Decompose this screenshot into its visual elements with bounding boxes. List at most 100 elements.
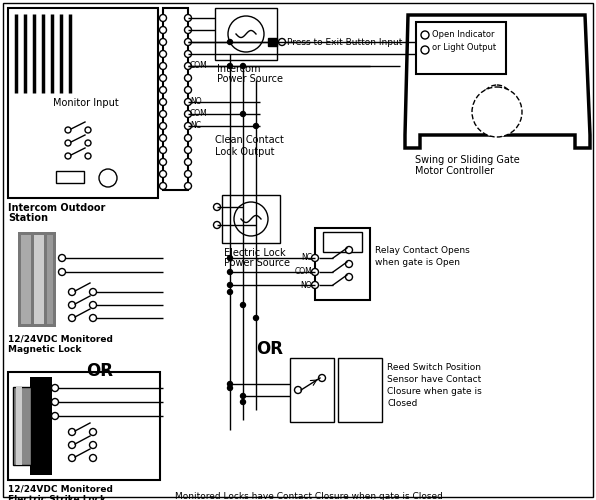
Circle shape — [241, 394, 246, 398]
Circle shape — [228, 282, 232, 288]
Circle shape — [160, 146, 166, 154]
Circle shape — [51, 384, 58, 392]
Circle shape — [65, 140, 71, 146]
Circle shape — [69, 288, 76, 296]
Bar — [8, 8, 158, 198]
Circle shape — [421, 46, 429, 54]
Circle shape — [228, 382, 232, 386]
Circle shape — [160, 86, 166, 94]
Text: NC: NC — [301, 254, 312, 262]
Text: OR: OR — [256, 340, 284, 358]
Bar — [18, 232, 56, 327]
Circle shape — [241, 64, 246, 68]
Circle shape — [69, 314, 76, 322]
Circle shape — [69, 302, 76, 308]
Circle shape — [228, 270, 232, 274]
Circle shape — [185, 134, 191, 141]
Circle shape — [421, 31, 429, 39]
Circle shape — [312, 254, 318, 262]
Circle shape — [89, 442, 97, 448]
Text: Closed: Closed — [387, 399, 417, 408]
Circle shape — [228, 64, 232, 68]
Circle shape — [160, 62, 166, 70]
Text: Station: Station — [8, 213, 48, 223]
Circle shape — [185, 110, 191, 117]
Circle shape — [160, 74, 166, 82]
Text: Sensor have Contact: Sensor have Contact — [387, 375, 481, 384]
Text: NO: NO — [300, 280, 312, 289]
Circle shape — [228, 40, 232, 44]
Circle shape — [160, 38, 166, 46]
Circle shape — [160, 98, 166, 105]
Circle shape — [85, 153, 91, 159]
Text: Electric Strike Lock: Electric Strike Lock — [8, 495, 106, 500]
Text: Magnetic Lock: Magnetic Lock — [8, 345, 82, 354]
Bar — [222, 195, 280, 243]
Text: Press to Exit Button Input: Press to Exit Button Input — [287, 38, 402, 47]
Circle shape — [160, 182, 166, 190]
Circle shape — [65, 153, 71, 159]
Bar — [323, 232, 362, 252]
Circle shape — [85, 127, 91, 133]
Bar — [16, 387, 22, 465]
Circle shape — [58, 254, 66, 262]
Circle shape — [346, 274, 352, 280]
Bar — [8, 372, 160, 480]
Circle shape — [160, 134, 166, 141]
Circle shape — [89, 302, 97, 308]
Text: when gate is Open: when gate is Open — [375, 258, 460, 267]
Bar — [13, 387, 31, 465]
Circle shape — [185, 14, 191, 21]
Bar — [47, 235, 53, 324]
Circle shape — [185, 98, 191, 105]
Circle shape — [228, 256, 232, 260]
Text: Clean Contact: Clean Contact — [215, 135, 284, 145]
Circle shape — [185, 170, 191, 177]
Circle shape — [312, 268, 318, 276]
Circle shape — [89, 428, 97, 436]
Circle shape — [346, 260, 352, 268]
Circle shape — [312, 282, 318, 288]
Circle shape — [228, 16, 264, 52]
Text: Lock Output: Lock Output — [215, 147, 275, 157]
Circle shape — [185, 38, 191, 46]
Circle shape — [69, 428, 76, 436]
Text: Monitor Input: Monitor Input — [53, 98, 119, 108]
Text: NC: NC — [190, 122, 201, 130]
Circle shape — [69, 442, 76, 448]
Circle shape — [51, 398, 58, 406]
Circle shape — [185, 50, 191, 58]
Circle shape — [185, 182, 191, 190]
Circle shape — [253, 316, 259, 320]
Circle shape — [213, 222, 221, 228]
Text: Monitored Locks have Contact Closure when gate is Closed: Monitored Locks have Contact Closure whe… — [175, 492, 443, 500]
Circle shape — [278, 38, 285, 46]
Text: Reed Switch Position: Reed Switch Position — [387, 363, 481, 372]
Text: Relay Contact Opens: Relay Contact Opens — [375, 246, 470, 255]
Circle shape — [185, 158, 191, 166]
Text: Open Indicator: Open Indicator — [432, 30, 495, 39]
Text: 12/24VDC Monitored: 12/24VDC Monitored — [8, 335, 113, 344]
Circle shape — [185, 146, 191, 154]
Circle shape — [160, 158, 166, 166]
Bar — [30, 377, 52, 475]
Bar — [338, 358, 382, 422]
Circle shape — [472, 87, 522, 137]
Circle shape — [213, 204, 221, 210]
Circle shape — [294, 386, 302, 394]
Circle shape — [160, 110, 166, 117]
Text: or Light Output: or Light Output — [432, 43, 496, 52]
Circle shape — [241, 302, 246, 308]
Bar — [21, 235, 31, 324]
Bar — [56, 171, 84, 183]
Circle shape — [160, 26, 166, 34]
Text: COM: COM — [190, 110, 208, 118]
Circle shape — [185, 74, 191, 82]
Polygon shape — [405, 15, 590, 148]
Circle shape — [318, 374, 325, 382]
Circle shape — [228, 386, 232, 390]
Bar — [268, 38, 277, 46]
Bar — [416, 22, 506, 74]
Circle shape — [241, 400, 246, 404]
Circle shape — [51, 412, 58, 420]
